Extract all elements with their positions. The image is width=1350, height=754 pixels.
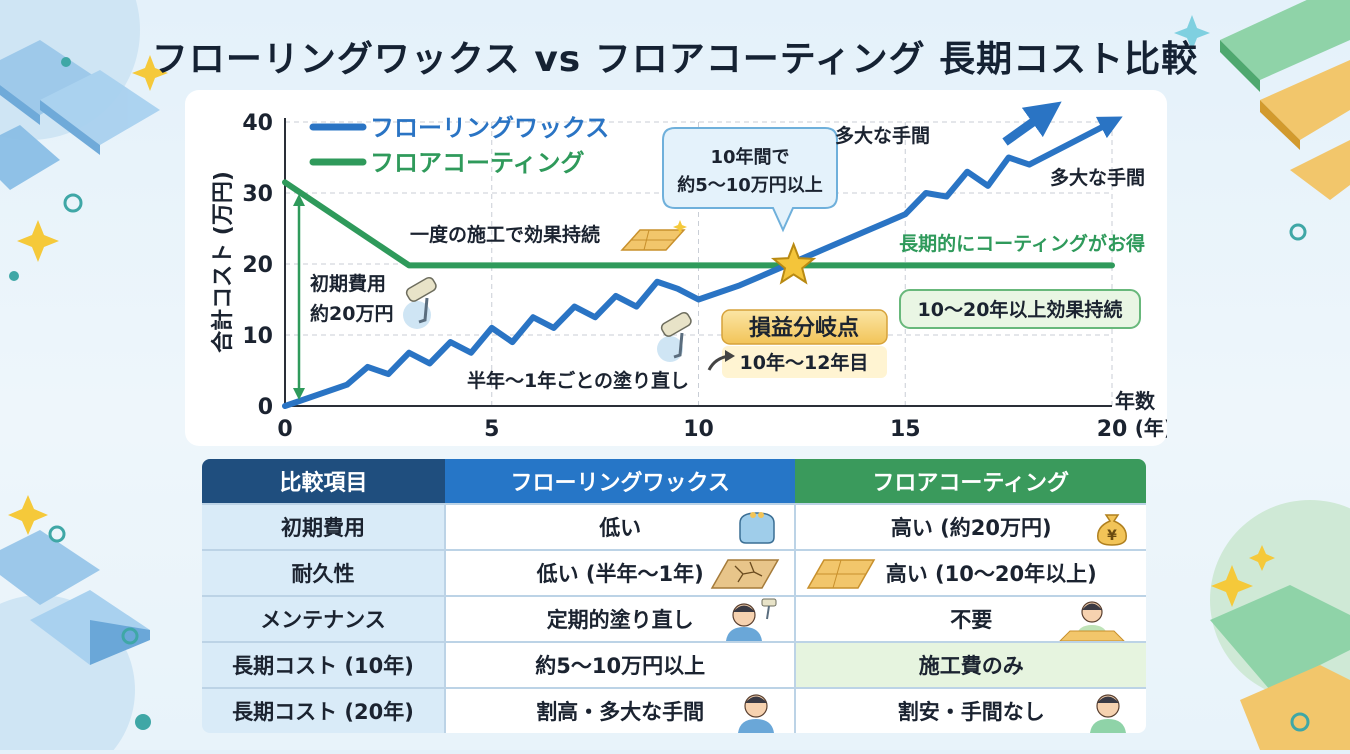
paint-roller-icon: [403, 276, 437, 329]
series-line-coating: [282, 179, 1115, 269]
annotation-long-term: 長期的にコーティングがお得: [899, 232, 1145, 255]
wallet-icon: [739, 512, 776, 544]
cell-text: 高い (10〜20年以上): [885, 562, 1097, 586]
y-tick-label: 20: [242, 253, 273, 278]
breakeven-star-icon: [770, 241, 817, 285]
floor-tile-icon: [0, 40, 160, 190]
cell-text: 高い (約20万円): [890, 516, 1052, 540]
annotation-initial-cost-1: 初期費用: [310, 272, 386, 295]
wax-cell: 低い (半年〜1年): [443, 550, 796, 597]
comparison-table: 比較項目 フローリングワックス フロアコーティング 初期費用 低い 高い (約2…: [200, 457, 1148, 735]
cracked-floor-icon: [711, 559, 780, 589]
callout-bubble: 10年間で 約5〜10万円以上: [662, 127, 838, 233]
happy-person-icon: [1059, 601, 1125, 641]
effect-badge: 10〜20年以上効果持続: [899, 289, 1141, 329]
x-tick-label: 0: [277, 417, 292, 442]
wood-plank-icon: [1210, 585, 1350, 750]
legend-label-coating: フロアコーティング: [370, 149, 585, 177]
row-label: 耐久性: [202, 550, 445, 597]
cell-text: 不要: [950, 608, 993, 632]
paint-roller-icon: [657, 311, 692, 362]
yen-symbol: ¥: [1107, 528, 1117, 544]
wax-cell: 定期的塗り直し: [443, 596, 796, 643]
wood-floor-icon: [807, 559, 876, 589]
x-tick-label: 10: [683, 417, 714, 442]
row-label: 初期費用: [202, 504, 445, 551]
y-tick-label: 10: [242, 324, 273, 349]
worried-person-icon: [738, 694, 775, 733]
legend-label-wax: フローリングワックス: [370, 114, 609, 142]
cost-chart: 0 10 20 30 40 0 5 10 15 20 フローリングワックス フロアコーティング 合…: [210, 101, 1167, 442]
y-tick-label: 30: [242, 182, 273, 207]
arrow-up-right-icon: [1002, 101, 1062, 146]
annotation-effort-2: 多大な手間: [1050, 166, 1145, 189]
table-header-row: 比較項目 フローリングワックス フロアコーティング: [202, 459, 1146, 505]
coating-cell: 割安・手間なし: [794, 688, 1146, 733]
table-row: メンテナンス 定期的塗り直し 不要: [202, 596, 1146, 643]
row-label: 長期コスト (10年): [202, 642, 445, 689]
table-header-wax: フローリングワックス: [444, 459, 796, 505]
table-row: 耐久性 低い (半年〜1年) 高い (10〜20年以上): [202, 550, 1146, 597]
chart-panel: 0 10 20 30 40 0 5 10 15 20 フローリングワックス フロアコーティング 合…: [185, 90, 1167, 446]
arrow-up-icon: [293, 194, 305, 206]
cell-text: 割高・多大な手間: [536, 700, 705, 724]
annotation-effort-1: 多大な手間: [835, 124, 930, 147]
wood-floor-icon: [620, 220, 687, 251]
cell-text: 割安・手間なし: [897, 700, 1045, 724]
breakeven-title: 損益分岐点: [749, 315, 859, 341]
callout-text-2: 約5〜10万円以上: [677, 174, 823, 196]
table-header-item: 比較項目: [202, 459, 445, 505]
coating-cell: 不要: [794, 596, 1146, 643]
star-shape: [770, 241, 817, 285]
table-row: 初期費用 低い 高い (約20万円) ¥: [202, 504, 1146, 551]
worried-person-icon: [726, 598, 777, 641]
wax-cell: 約5〜10万円以上: [443, 642, 796, 689]
x-tick-label: 15: [890, 417, 921, 442]
wood-plank-icon: [1220, 0, 1350, 200]
wax-cell: 低い: [443, 504, 796, 551]
arrow-down-icon: [293, 388, 305, 400]
happy-person-icon: [1090, 694, 1126, 733]
x-tick-label: 5: [484, 417, 499, 442]
annotation-effect: 10〜20年以上効果持続: [918, 298, 1123, 321]
x-axis-label: 年数: [1115, 389, 1156, 413]
table-header-coating: フロアコーティング: [795, 459, 1146, 505]
y-axis-label: 合計コスト (万円): [210, 171, 236, 353]
breakeven-box: 損益分岐点 10年〜12年目: [707, 309, 888, 378]
coating-cell: 高い (10〜20年以上): [794, 550, 1146, 597]
series-line-wax: [282, 116, 1123, 409]
cell-text: 定期的塗り直し: [546, 608, 694, 632]
annotation-one-time: 一度の施工で効果持続: [410, 223, 600, 246]
table-row: 長期コスト (10年) 約5〜10万円以上 施工費のみ: [202, 642, 1146, 689]
x-tick-label: 20: [1097, 417, 1128, 442]
x-axis-unit: (年): [1135, 416, 1167, 440]
callout-text-1: 10年間で: [710, 146, 789, 168]
annotation-initial-cost-2: 約20万円: [310, 302, 393, 325]
y-tick-label: 40: [242, 111, 273, 136]
breakeven-range: 10年〜12年目: [740, 351, 869, 374]
cell-text: 低い: [599, 516, 642, 540]
wax-cell: 割高・多大な手間: [443, 688, 796, 733]
annotation-repaint: 半年〜1年ごとの塗り直し: [467, 369, 689, 392]
y-tick-label: 0: [258, 395, 273, 420]
page-title: フローリングワックス vs フロアコーティング 長期コスト比較: [151, 39, 1199, 80]
row-label: メンテナンス: [202, 596, 445, 643]
row-label: 長期コスト (20年): [202, 688, 445, 733]
cell-text: 低い (半年〜1年): [536, 562, 704, 586]
money-bag-icon: ¥: [1097, 514, 1127, 546]
table-row: 長期コスト (20年) 割高・多大な手間 割安・手間なし: [202, 688, 1146, 733]
coating-cell: 高い (約20万円) ¥: [794, 504, 1146, 551]
coating-cell: 施工費のみ: [794, 642, 1146, 689]
chart-legend: フローリングワックス フロアコーティング: [309, 114, 609, 177]
